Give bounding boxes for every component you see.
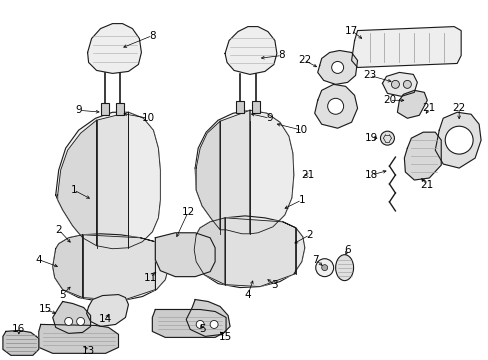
Text: 6: 6 xyxy=(344,245,350,255)
Polygon shape xyxy=(195,110,293,234)
Polygon shape xyxy=(186,300,229,336)
Polygon shape xyxy=(397,90,427,118)
Circle shape xyxy=(210,320,218,328)
Text: 17: 17 xyxy=(344,26,358,36)
Bar xyxy=(116,103,124,115)
Text: 21: 21 xyxy=(301,170,314,180)
Circle shape xyxy=(315,259,333,276)
Bar xyxy=(101,103,108,115)
Text: 23: 23 xyxy=(362,71,375,80)
Polygon shape xyxy=(128,112,160,248)
Text: 2: 2 xyxy=(306,230,312,240)
Polygon shape xyxy=(314,84,357,128)
Text: 5: 5 xyxy=(59,289,66,300)
Polygon shape xyxy=(87,24,141,73)
Polygon shape xyxy=(140,238,168,289)
Text: 7: 7 xyxy=(312,255,318,265)
Text: 21: 21 xyxy=(422,103,435,113)
Text: 10: 10 xyxy=(295,125,308,135)
Text: 4: 4 xyxy=(36,255,42,265)
Text: 9: 9 xyxy=(75,105,82,115)
Polygon shape xyxy=(82,235,155,301)
Polygon shape xyxy=(58,120,96,246)
Text: 1: 1 xyxy=(298,195,305,205)
Polygon shape xyxy=(282,222,304,274)
Circle shape xyxy=(77,318,84,325)
Text: 10: 10 xyxy=(142,113,155,123)
Text: 20: 20 xyxy=(382,95,395,105)
Bar xyxy=(236,101,244,113)
Circle shape xyxy=(64,318,73,325)
Text: 18: 18 xyxy=(364,170,377,180)
Polygon shape xyxy=(39,324,118,353)
Text: 1: 1 xyxy=(70,185,77,195)
Text: 14: 14 xyxy=(99,314,112,324)
Text: 3: 3 xyxy=(271,280,278,289)
Polygon shape xyxy=(53,235,82,298)
Text: 21: 21 xyxy=(420,180,433,190)
Text: 15: 15 xyxy=(218,332,231,342)
Polygon shape xyxy=(194,216,304,288)
Text: 13: 13 xyxy=(82,346,95,356)
Polygon shape xyxy=(224,27,276,75)
Polygon shape xyxy=(351,27,460,67)
Text: 5: 5 xyxy=(199,324,205,334)
Text: 4: 4 xyxy=(244,289,251,300)
Ellipse shape xyxy=(335,255,353,280)
Text: 22: 22 xyxy=(451,103,465,113)
Text: 2: 2 xyxy=(55,225,62,235)
Text: 15: 15 xyxy=(39,305,52,315)
Text: 19: 19 xyxy=(364,133,377,143)
Polygon shape xyxy=(155,233,215,276)
Text: 9: 9 xyxy=(266,113,273,123)
Polygon shape xyxy=(220,110,249,234)
Text: 22: 22 xyxy=(298,55,311,66)
Text: 8: 8 xyxy=(149,31,155,41)
Polygon shape xyxy=(53,234,168,302)
Circle shape xyxy=(321,265,327,271)
Polygon shape xyxy=(249,110,293,234)
Polygon shape xyxy=(86,294,128,327)
Polygon shape xyxy=(404,132,440,180)
Text: 16: 16 xyxy=(12,324,25,334)
Text: 12: 12 xyxy=(181,207,194,217)
Circle shape xyxy=(331,62,343,73)
Bar xyxy=(251,101,260,113)
Circle shape xyxy=(444,126,472,154)
Circle shape xyxy=(380,131,394,145)
Polygon shape xyxy=(317,50,357,84)
Polygon shape xyxy=(382,72,416,96)
Polygon shape xyxy=(196,121,220,230)
Polygon shape xyxy=(224,218,295,287)
Circle shape xyxy=(327,98,343,114)
Text: 11: 11 xyxy=(143,273,157,283)
Polygon shape xyxy=(152,310,225,337)
Polygon shape xyxy=(56,112,160,249)
Circle shape xyxy=(390,80,399,88)
Polygon shape xyxy=(194,218,224,285)
Polygon shape xyxy=(96,112,128,249)
Polygon shape xyxy=(434,112,480,168)
Text: 8: 8 xyxy=(278,50,285,60)
Polygon shape xyxy=(53,302,90,333)
Polygon shape xyxy=(3,330,39,355)
Circle shape xyxy=(196,320,203,328)
Circle shape xyxy=(403,80,410,88)
